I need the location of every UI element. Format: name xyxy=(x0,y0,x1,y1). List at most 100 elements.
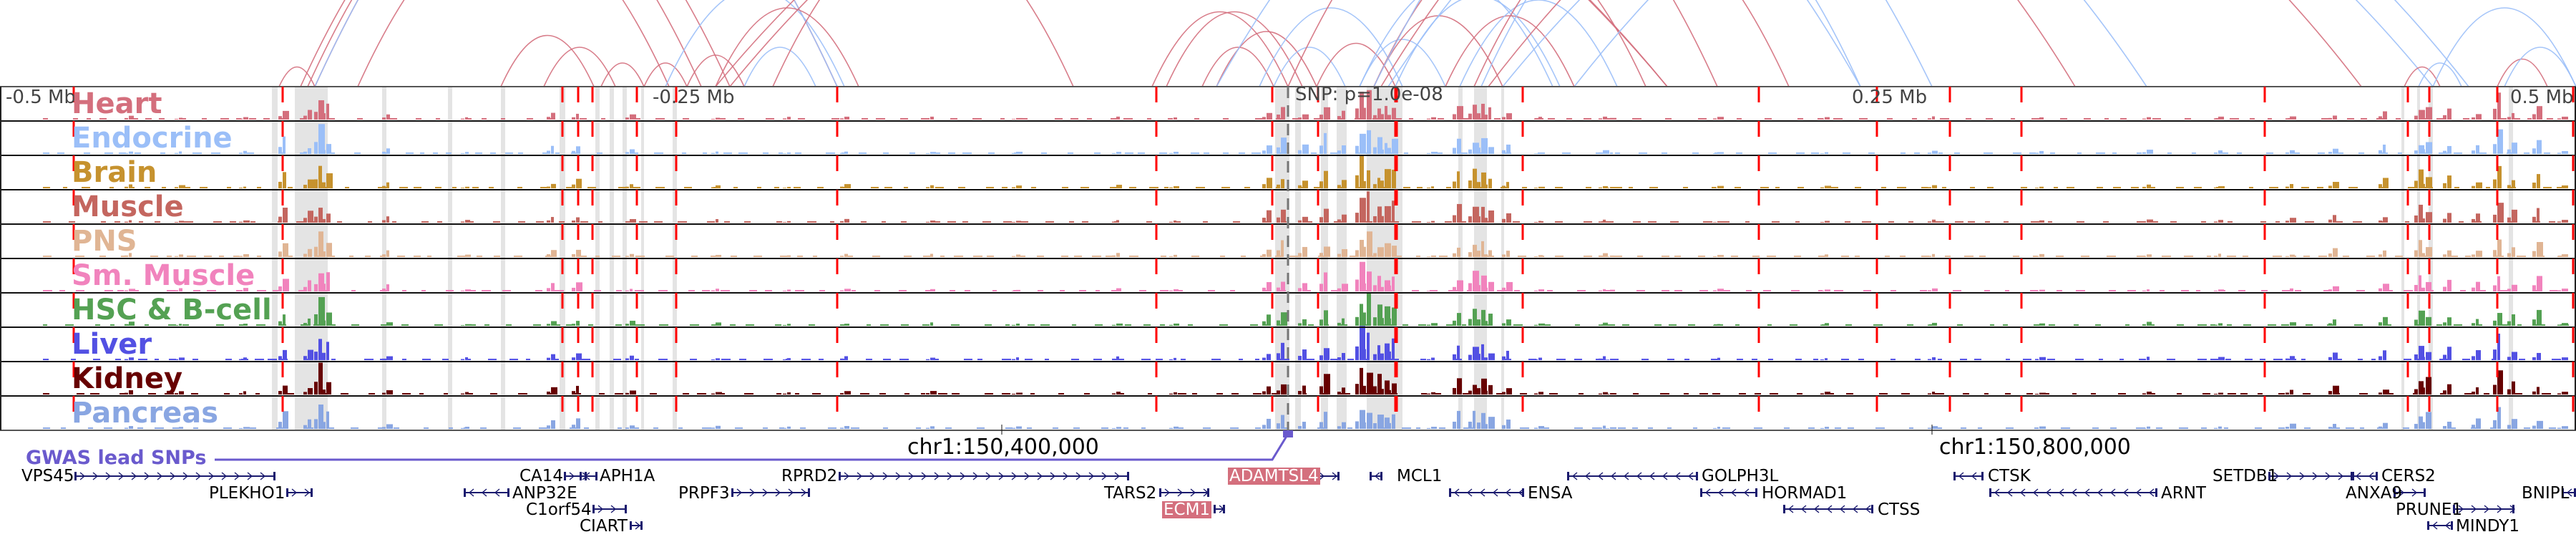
signal-baseline xyxy=(241,359,248,360)
signal-baseline xyxy=(2177,324,2184,326)
gene-label[interactable]: CERS2 xyxy=(2381,467,2436,485)
signal-bar xyxy=(1457,378,1462,395)
signal-baseline xyxy=(986,187,994,188)
signal-baseline xyxy=(2306,324,2313,326)
signal-bar xyxy=(2285,186,2289,188)
gene-label[interactable]: VPS45 xyxy=(21,467,74,485)
exon xyxy=(1370,472,1372,480)
signal-bar xyxy=(630,320,635,326)
signal-bar xyxy=(1453,215,1456,223)
signal-bar xyxy=(1324,272,1327,291)
signal-bar xyxy=(2512,381,2515,395)
signal-baseline xyxy=(1859,118,1868,120)
signal-bar xyxy=(1468,390,1472,395)
signal-bar xyxy=(1468,180,1472,188)
gene-label[interactable]: ECM1 xyxy=(1162,500,1212,519)
signal-bar xyxy=(308,147,311,154)
gene-label[interactable]: MINDY1 xyxy=(2456,517,2519,536)
signal-baseline xyxy=(2371,359,2376,360)
gene-model xyxy=(1214,505,1225,513)
signal-bar xyxy=(1174,357,1176,360)
strand-arrow xyxy=(947,472,953,480)
signal-baseline xyxy=(1092,256,1101,257)
signal-bar xyxy=(2328,391,2332,395)
signal-bar xyxy=(2333,424,2336,429)
signal-baseline xyxy=(1239,359,1243,360)
signal-bar xyxy=(179,221,184,223)
signal-baseline xyxy=(2237,153,2242,154)
signal-baseline xyxy=(2360,427,2364,429)
signal-baseline xyxy=(690,324,699,326)
gene-label[interactable]: MCL1 xyxy=(1397,467,1443,485)
signal-baseline xyxy=(2221,153,2228,154)
signal-bar xyxy=(1355,346,1359,360)
signal-bar xyxy=(1319,145,1323,154)
gene-label[interactable]: BNIPL xyxy=(2522,484,2570,503)
signal-baseline xyxy=(635,290,644,291)
signal-baseline xyxy=(730,324,736,326)
signal-baseline xyxy=(1921,187,1928,188)
gene-label[interactable]: TARS2 xyxy=(1104,484,1157,503)
signal-baseline xyxy=(2499,290,2507,291)
signal-baseline xyxy=(635,359,639,360)
signal-baseline xyxy=(1648,427,1653,429)
signal-baseline xyxy=(1648,221,1657,223)
signal-bar xyxy=(318,273,324,291)
gene-label[interactable]: C1orf54 xyxy=(526,500,592,519)
signal-bar xyxy=(318,100,324,120)
signal-bar xyxy=(2426,142,2432,154)
signal-bar xyxy=(1468,421,1472,429)
signal-bar xyxy=(1360,133,1366,154)
signal-bar xyxy=(1603,185,1608,188)
signal-bar xyxy=(175,290,178,291)
signal-baseline xyxy=(2419,118,2426,120)
gene-label[interactable]: CIART xyxy=(580,517,628,536)
signal-bar xyxy=(2333,115,2337,120)
gene-label[interactable]: ENSA xyxy=(1528,484,1573,503)
gene-label[interactable]: APH1A xyxy=(600,467,655,485)
gene-label[interactable]: PRUNE1 xyxy=(2396,500,2463,519)
signal-baseline xyxy=(566,324,573,326)
signal-baseline xyxy=(1549,393,1558,395)
gene-label[interactable]: CTSS xyxy=(1878,500,1921,519)
signal-baseline xyxy=(437,221,442,223)
signal-baseline xyxy=(2463,118,2469,120)
gene-label[interactable]: ARNT xyxy=(2161,484,2206,503)
signal-baseline xyxy=(900,118,908,120)
signal-baseline xyxy=(193,427,198,429)
gene-label[interactable]: ANP32E xyxy=(512,484,577,503)
interaction-arc xyxy=(1359,0,1553,87)
signal-bar xyxy=(711,290,715,291)
signal-baseline xyxy=(99,118,107,120)
signal-baseline xyxy=(2210,359,2218,360)
gene-label[interactable]: ADAMTSL4 xyxy=(1228,467,1320,485)
gene-model xyxy=(2427,521,2453,530)
signal-bar xyxy=(1380,180,1384,188)
gene-label[interactable]: HORMAD1 xyxy=(1762,484,1848,503)
signal-bar xyxy=(1488,178,1492,188)
signal-baseline xyxy=(1475,359,1480,360)
signal-baseline xyxy=(311,187,316,188)
signal-bar xyxy=(2333,148,2338,154)
signal-baseline xyxy=(1579,393,1584,395)
gene-label[interactable]: CA14 xyxy=(519,467,564,485)
signal-bar xyxy=(2562,426,2568,429)
signal-baseline xyxy=(490,393,497,395)
interaction-arc xyxy=(729,0,1668,87)
signal-tracks xyxy=(43,90,2569,429)
gene-label[interactable]: SETDB1 xyxy=(2212,467,2278,485)
signal-bar xyxy=(1431,117,1436,120)
gene-label[interactable]: PLEKHO1 xyxy=(209,484,286,503)
axis-label-quarter-left: -0.25 Mb xyxy=(653,87,735,108)
signal-bar xyxy=(2383,111,2387,120)
gene-label[interactable]: CTSK xyxy=(1988,467,2031,485)
gene-label[interactable]: ANXA9 xyxy=(2346,484,2403,503)
gene-label[interactable]: RPRD2 xyxy=(781,467,838,485)
signal-bar xyxy=(1502,323,1506,326)
signal-baseline xyxy=(501,118,505,120)
signal-baseline xyxy=(433,153,438,154)
signal-baseline xyxy=(114,221,120,223)
gene-label[interactable]: GOLPH3L xyxy=(1702,467,1779,485)
signal-baseline xyxy=(2303,393,2311,395)
gene-label[interactable]: PRPF3 xyxy=(678,484,730,503)
